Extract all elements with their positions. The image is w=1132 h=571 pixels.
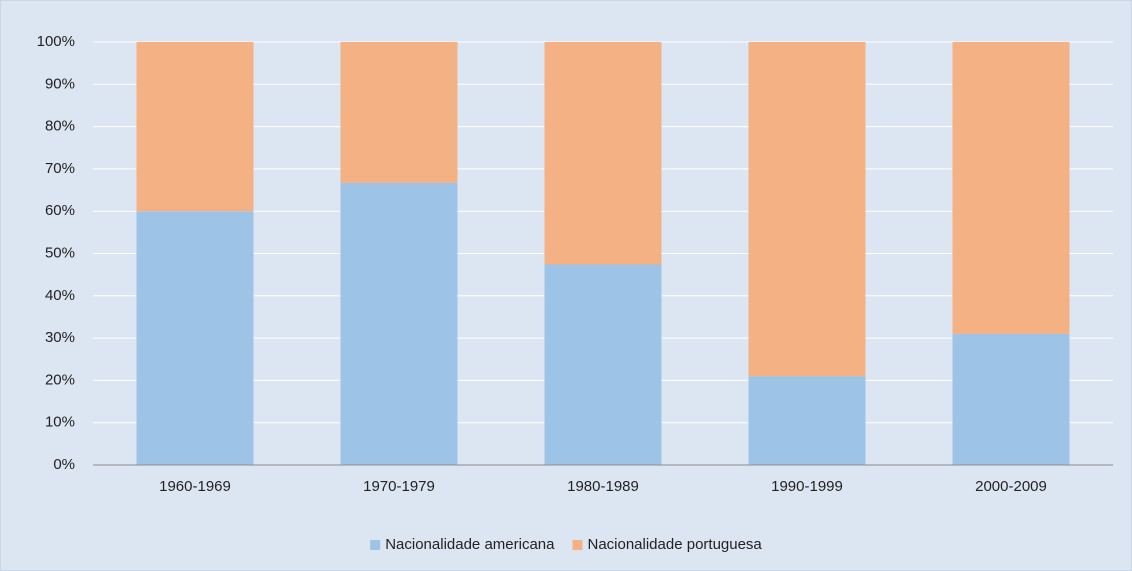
legend-swatch	[572, 540, 583, 550]
legend-label: Nacionalidade americana	[385, 536, 555, 553]
x-tick-label: 1990-1999	[771, 478, 843, 495]
y-tick-label: 70%	[45, 160, 75, 177]
y-tick-label: 100%	[37, 33, 75, 50]
legend-label: Nacionalidade portuguesa	[587, 536, 762, 553]
x-tick-label: 1980-1989	[567, 478, 639, 495]
bar-segment	[748, 376, 866, 465]
bar-segment	[952, 42, 1070, 334]
y-tick-label: 30%	[45, 329, 75, 346]
y-tick-label: 10%	[45, 414, 75, 431]
legend-swatch	[370, 540, 381, 550]
bar-segment	[340, 42, 458, 183]
y-tick-label: 40%	[45, 287, 75, 304]
y-tick-label: 0%	[53, 456, 75, 473]
y-tick-label: 50%	[45, 244, 75, 261]
bar-segment	[544, 42, 662, 265]
bar-segment	[952, 333, 1070, 465]
y-tick-label: 80%	[45, 118, 75, 135]
y-tick-label: 90%	[45, 75, 75, 92]
x-tick-label: 1970-1979	[363, 478, 435, 495]
bar-segment	[544, 264, 662, 465]
bar-segment	[136, 42, 254, 212]
x-tick-label: 1960-1969	[159, 478, 231, 495]
x-tick-label: 2000-2009	[975, 478, 1047, 495]
bar-segment	[136, 211, 254, 465]
y-tick-label: 20%	[45, 371, 75, 388]
bar-segment	[340, 182, 458, 465]
bar-segment	[748, 42, 866, 377]
y-tick-label: 60%	[45, 202, 75, 219]
